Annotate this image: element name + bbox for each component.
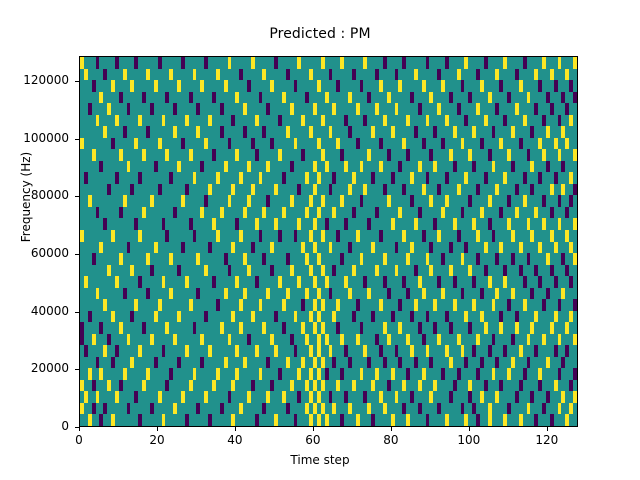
x-tick-label: 0 <box>75 433 83 447</box>
y-axis-label: Frequency (Hz) <box>19 151 33 243</box>
heatmap-grid <box>80 57 577 426</box>
y-tick-mark <box>75 369 79 371</box>
x-axis-label: Time step <box>290 453 350 467</box>
heatmap-axes[interactable] <box>79 56 578 427</box>
x-tick-mark <box>234 427 236 431</box>
y-tick-label: 100000 <box>23 130 69 145</box>
x-tick-mark <box>156 427 158 431</box>
y-tick-mark <box>75 138 79 140</box>
x-tick-mark <box>79 427 80 431</box>
y-tick-mark <box>75 80 79 82</box>
y-tick-mark <box>75 427 79 428</box>
x-tick-mark <box>546 427 548 431</box>
y-tick-label: 80000 <box>30 188 69 203</box>
y-tick-label: 0 <box>61 419 69 433</box>
x-tick-label: 20 <box>149 433 165 447</box>
y-tick-label: 20000 <box>30 361 69 376</box>
x-tick-mark <box>312 427 314 431</box>
x-tick-mark <box>390 427 392 431</box>
x-tick-label: 80 <box>383 433 399 447</box>
y-tick-mark <box>75 253 79 255</box>
chart-title: Predicted : PM <box>269 26 371 42</box>
x-tick-label: 120 <box>535 433 559 447</box>
y-tick-label: 60000 <box>30 245 69 260</box>
y-tick-label: 120000 <box>23 72 69 87</box>
x-tick-label: 60 <box>305 433 321 447</box>
y-tick-mark <box>75 196 79 198</box>
y-tick-label: 40000 <box>30 303 69 318</box>
x-tick-label: 100 <box>457 433 481 447</box>
y-tick-mark <box>75 311 79 313</box>
x-tick-mark <box>468 427 470 431</box>
x-tick-label: 40 <box>227 433 243 447</box>
